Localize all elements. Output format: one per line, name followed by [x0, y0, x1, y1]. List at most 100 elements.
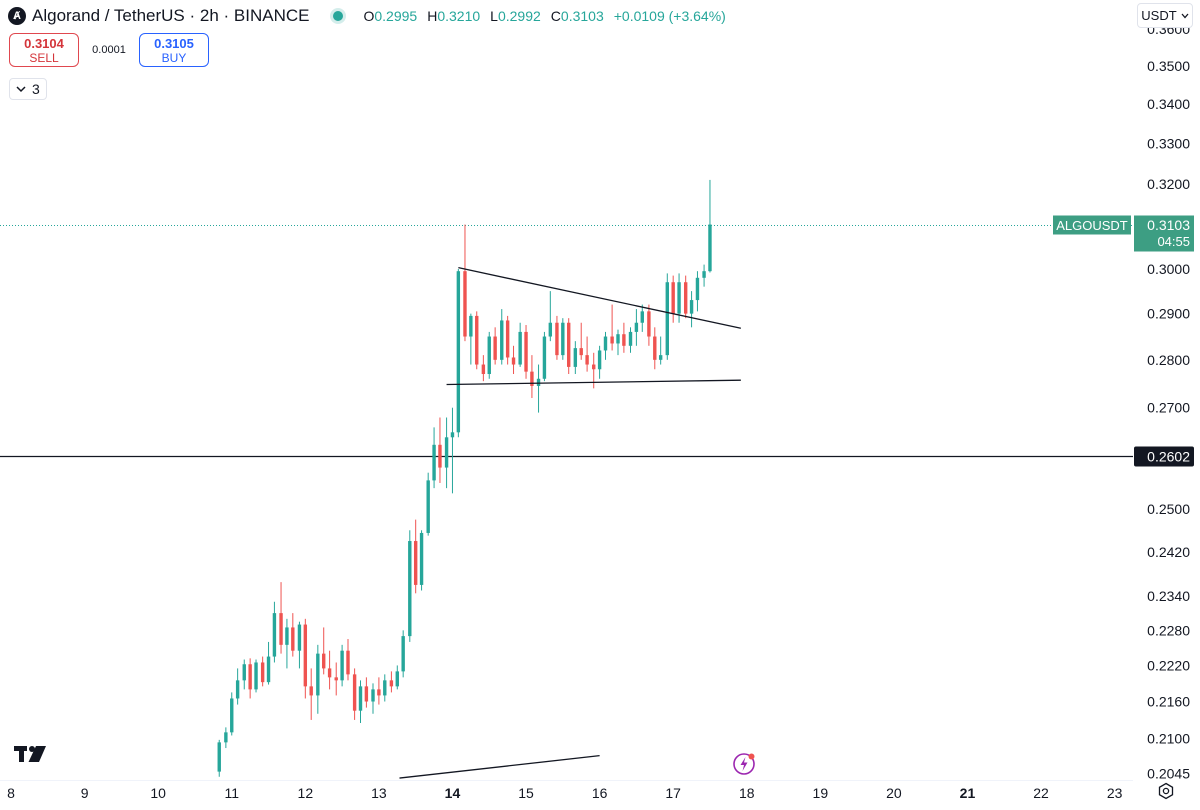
gear-icon[interactable] — [1157, 782, 1175, 800]
buy-label: BUY — [161, 51, 187, 65]
trendline-1 — [458, 267, 742, 329]
candle — [683, 275, 688, 319]
lightning-icon[interactable] — [732, 751, 758, 777]
candle — [653, 327, 657, 370]
candle — [579, 322, 583, 360]
candle-body — [475, 315, 479, 365]
candle-body — [555, 322, 559, 356]
symbol-tag-bg — [1053, 215, 1131, 235]
price-axis-panel — [1133, 0, 1200, 810]
candle-body — [426, 480, 430, 533]
candle-body — [383, 680, 387, 696]
y-tick-label: 0.2700 — [1147, 400, 1190, 416]
price-tag-value: 0.3103 — [1147, 217, 1190, 233]
candle-body — [248, 664, 252, 690]
candle-body — [683, 282, 688, 314]
y-tick-label: 0.2500 — [1147, 501, 1190, 517]
buy-button[interactable]: 0.3105 BUY — [139, 33, 209, 67]
countdown-label: 04:55 — [1157, 234, 1190, 249]
candle — [665, 273, 669, 360]
x-tick-label: 21 — [960, 785, 976, 801]
candle-body — [548, 322, 553, 337]
candle — [450, 407, 455, 494]
candle-body — [628, 331, 633, 346]
candle — [505, 315, 510, 365]
ohlc-close: C0.3103 — [550, 8, 604, 24]
symbol-title[interactable]: Algorand / TetherUS · 2h · BINANCE — [32, 6, 310, 25]
x-tick-label: 20 — [886, 785, 902, 801]
candle — [493, 327, 497, 365]
x-tick-label: 8 — [7, 785, 15, 801]
candle-body — [658, 355, 663, 360]
y-tick-label: 0.2160 — [1147, 694, 1190, 710]
x-tick-label: 23 — [1107, 785, 1123, 801]
ohlc-readout: O0.2995 H0.3210 L0.2992 C0.3103 +0.0109 … — [363, 8, 725, 24]
candle-body — [561, 322, 565, 356]
candle-body — [610, 336, 614, 344]
candle — [327, 650, 332, 690]
candle-body — [371, 689, 375, 702]
candle — [463, 224, 467, 342]
candle — [235, 668, 240, 705]
ohlc-low: L0.2992 — [490, 8, 541, 24]
candle — [260, 656, 265, 687]
y-tick-label: 0.3400 — [1147, 96, 1190, 112]
candle-body — [389, 680, 394, 687]
candle — [377, 677, 381, 705]
candle — [230, 692, 234, 736]
candle — [438, 417, 442, 483]
candle-body — [309, 686, 313, 696]
candle — [647, 304, 651, 346]
candle — [371, 683, 375, 714]
candle — [419, 530, 424, 591]
candle-body — [456, 271, 461, 433]
x-tick-label: 17 — [665, 785, 681, 801]
candle-body — [469, 315, 473, 337]
candle — [524, 325, 528, 379]
candle — [530, 355, 534, 398]
candle-body — [536, 378, 541, 386]
candle — [316, 644, 320, 714]
candle — [242, 659, 246, 690]
y-tick-label: 0.3300 — [1147, 136, 1190, 152]
candle — [444, 417, 449, 489]
candle — [610, 304, 614, 351]
candle — [640, 304, 644, 332]
candle-body — [224, 732, 228, 743]
candle — [358, 680, 363, 724]
x-tick-label: 12 — [298, 785, 314, 801]
y-tick-label: 0.2045 — [1147, 766, 1190, 782]
candle — [634, 309, 639, 346]
candle-body — [597, 350, 602, 370]
chevron-down-icon — [1181, 13, 1189, 18]
candle — [401, 630, 405, 678]
candle-body — [432, 444, 436, 481]
level-tag-bg — [1134, 446, 1194, 467]
candle — [628, 327, 633, 353]
candle — [413, 519, 418, 594]
candle-body — [217, 742, 221, 772]
sell-button[interactable]: 0.3104 SELL — [9, 33, 79, 67]
tradingview-logo-icon[interactable] — [14, 744, 48, 764]
candle — [469, 313, 473, 365]
x-tick-label: 9 — [81, 785, 89, 801]
candle — [346, 639, 350, 681]
x-tick-label: 11 — [224, 785, 239, 801]
currency-select[interactable]: USDT — [1137, 3, 1193, 28]
candle — [603, 331, 608, 360]
candle — [285, 618, 289, 669]
y-tick-label: 0.3200 — [1147, 176, 1190, 192]
ohlc-change: +0.0109 (+3.64%) — [613, 8, 726, 24]
candle — [622, 322, 626, 353]
candle-body — [395, 671, 399, 687]
candle-body — [616, 334, 620, 344]
candle — [695, 271, 700, 312]
ohlc-open: O0.2995 — [363, 8, 418, 24]
candle-body — [444, 437, 449, 468]
indicators-toggle[interactable]: 3 — [9, 78, 47, 100]
candle — [702, 264, 706, 287]
candle-body — [346, 650, 350, 675]
candle — [518, 322, 522, 367]
candle — [689, 291, 694, 328]
